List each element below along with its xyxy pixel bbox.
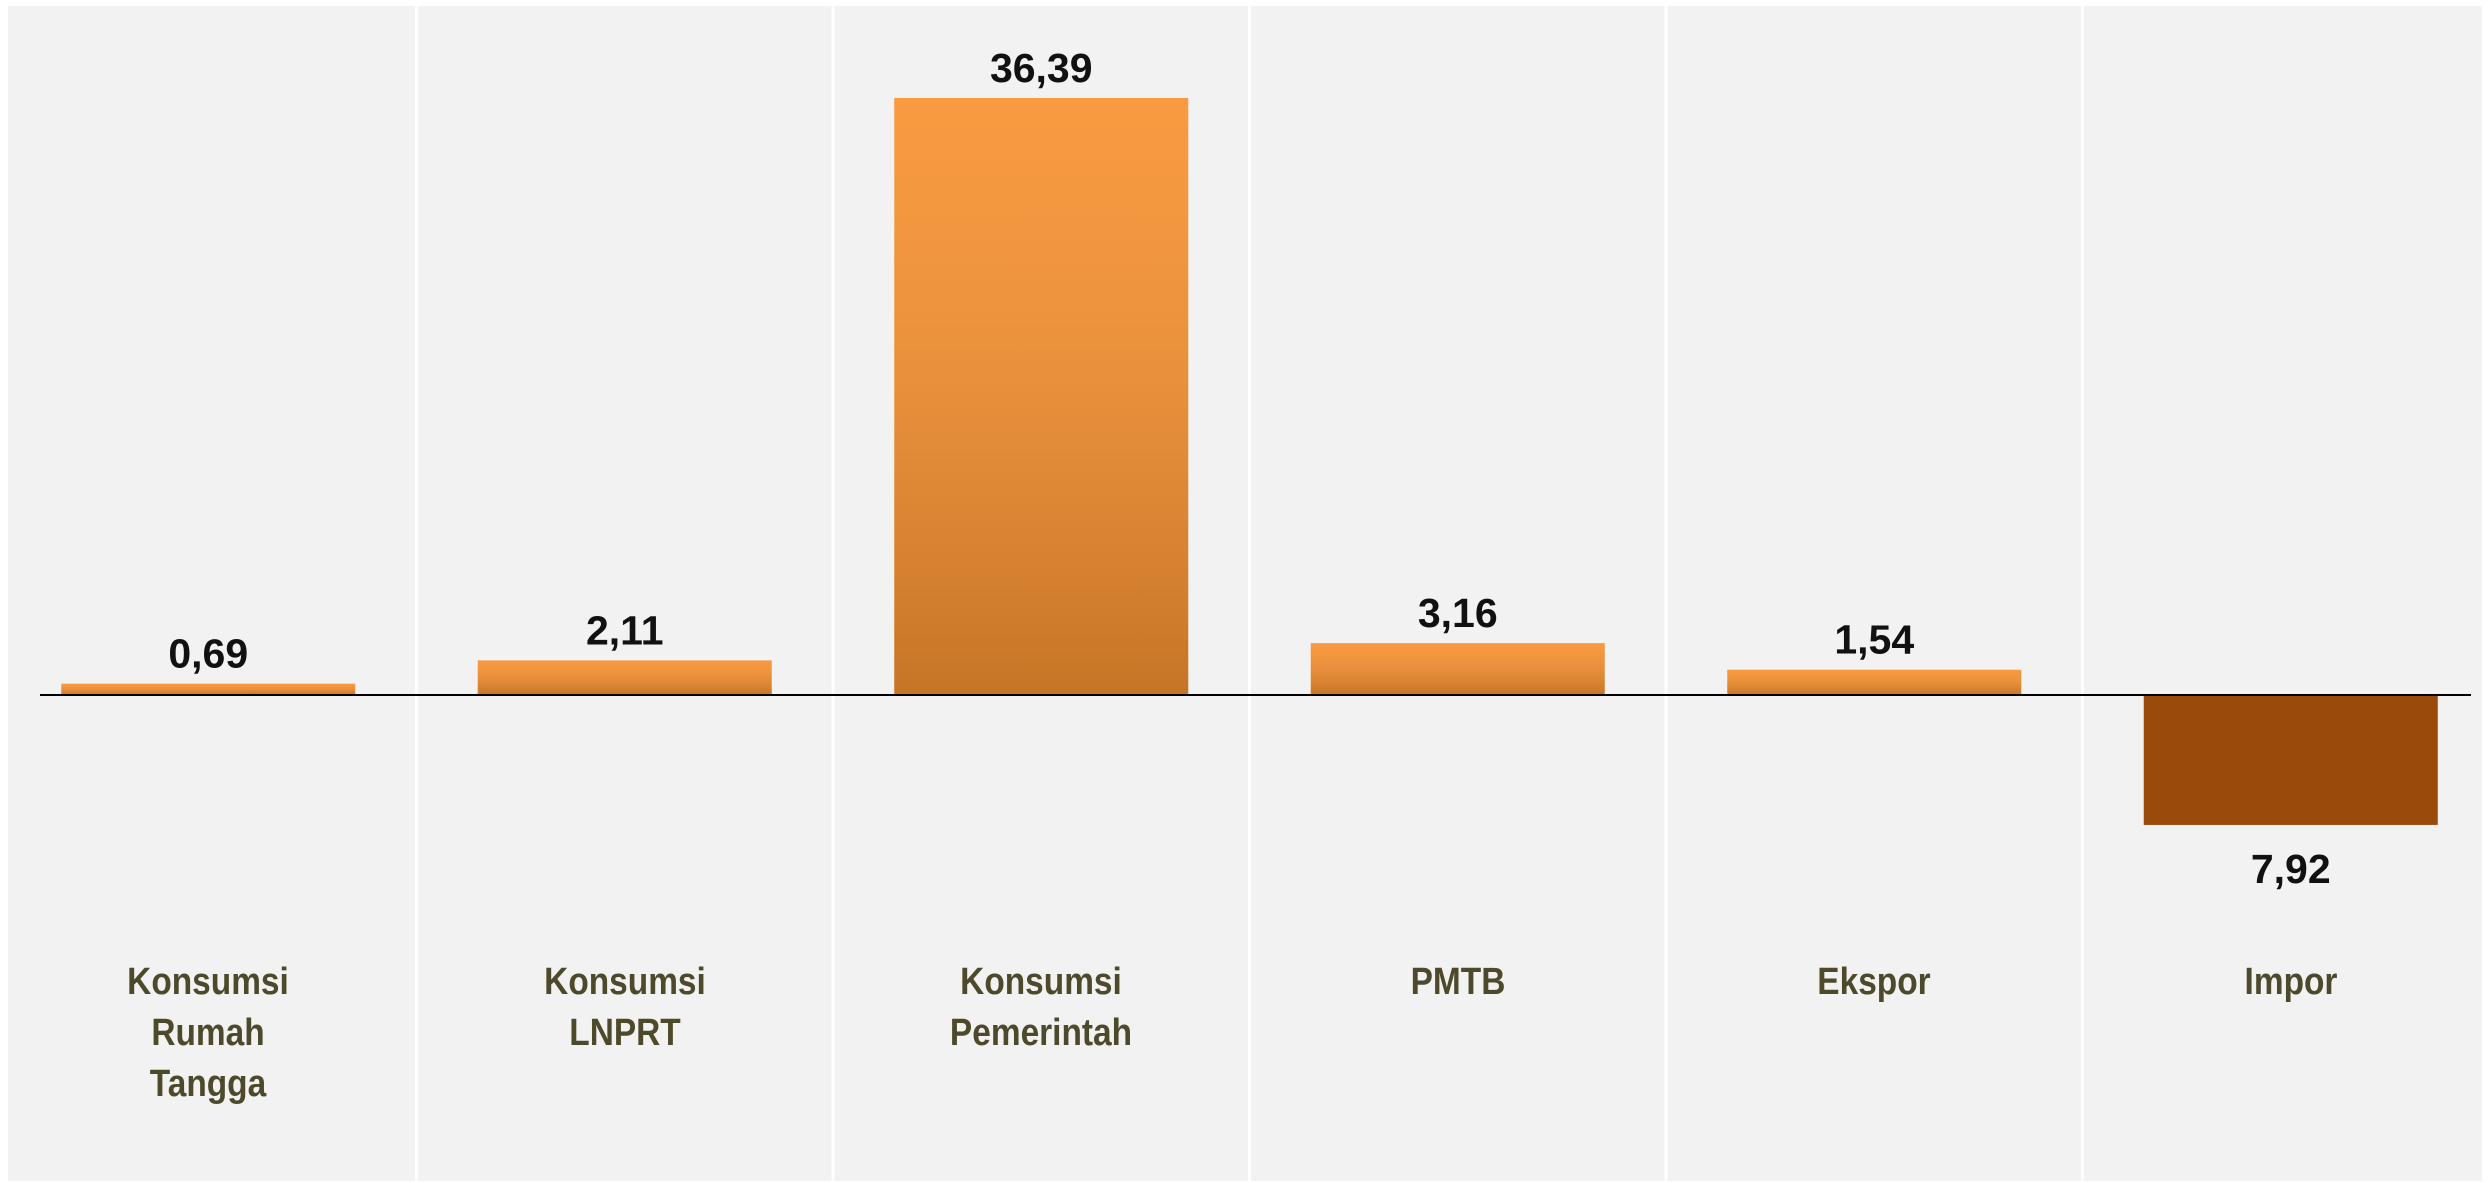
category-label: Ekspor xyxy=(1817,961,1931,1003)
category-label: Konsumsi Rumah Tangga xyxy=(127,961,289,1105)
category-label: Konsumsi Pemerintah xyxy=(949,961,1133,1054)
bar-shade xyxy=(61,683,356,695)
bar-shade xyxy=(894,98,1189,695)
value-label: 3,16 xyxy=(1418,590,1498,636)
value-label: 0,69 xyxy=(168,631,248,677)
bar-shade xyxy=(1310,643,1605,695)
category-label: PMTB xyxy=(1410,961,1505,1003)
bar-shade xyxy=(1727,669,2022,695)
plot-background xyxy=(8,6,2482,1181)
value-label: 36,39 xyxy=(990,45,1093,91)
value-label: 2,11 xyxy=(586,607,664,653)
value-label: 7,92 xyxy=(2251,846,2331,892)
bar xyxy=(2143,695,2438,825)
category-label: Konsumsi LNPRT xyxy=(543,961,706,1054)
category-label: Impor xyxy=(2244,961,2337,1003)
value-label: 1,54 xyxy=(1834,617,1914,663)
bar-shade xyxy=(477,660,772,695)
